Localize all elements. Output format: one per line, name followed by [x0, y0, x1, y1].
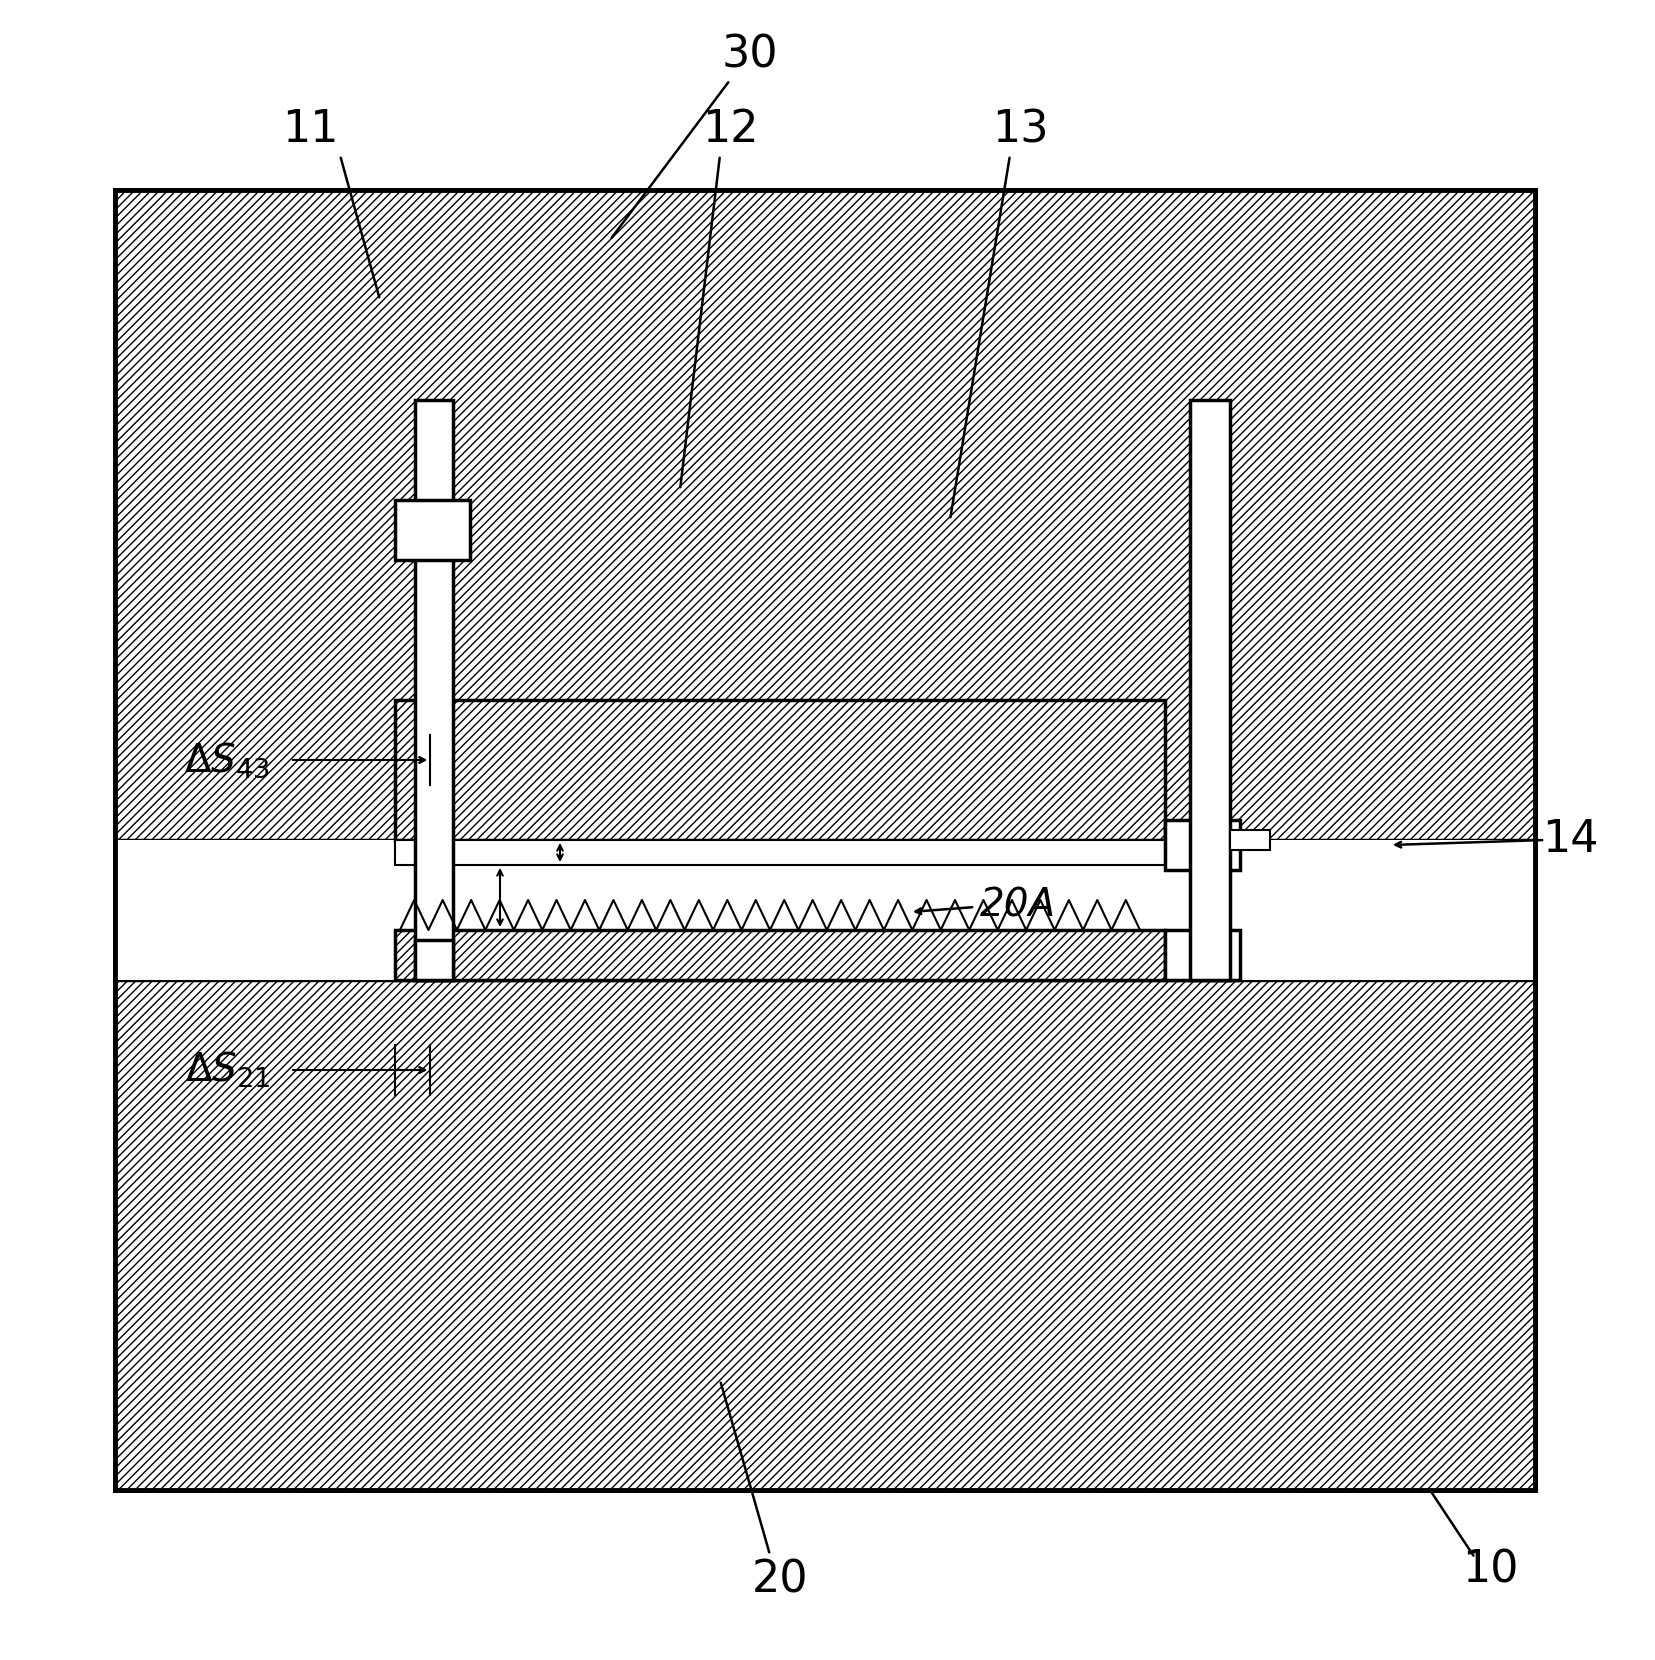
Bar [1240, 840, 1534, 979]
Bar [114, 840, 1534, 979]
Bar [1230, 830, 1269, 850]
Text: 14: 14 [1542, 818, 1599, 862]
Bar [415, 940, 453, 979]
Bar [1190, 400, 1230, 979]
Bar [114, 189, 1534, 1491]
Bar [415, 400, 453, 979]
Text: 20: 20 [751, 1559, 808, 1602]
Bar [114, 979, 1534, 1491]
Text: 11: 11 [281, 108, 338, 151]
Bar [396, 930, 1165, 979]
Bar [114, 840, 1534, 979]
Bar [114, 189, 1534, 840]
Bar [396, 500, 470, 559]
Text: 12: 12 [702, 108, 758, 151]
Bar [1165, 930, 1240, 979]
Bar [396, 865, 1165, 930]
Text: $C_{21}$: $C_{21}$ [500, 935, 561, 974]
Text: $\Delta S_{21}$: $\Delta S_{21}$ [185, 1049, 270, 1091]
Bar [114, 840, 396, 979]
Text: $C_{43}$: $C_{43}$ [530, 755, 591, 795]
Text: 20A: 20A [980, 886, 1056, 925]
Bar [396, 840, 1165, 865]
Text: 13: 13 [991, 108, 1048, 151]
Bar [114, 189, 1534, 1491]
Text: 10: 10 [1461, 1549, 1518, 1592]
Bar [1165, 820, 1240, 870]
Text: 30: 30 [722, 33, 778, 76]
Text: $\Delta S_{43}$: $\Delta S_{43}$ [184, 740, 270, 780]
Bar [396, 701, 1165, 840]
